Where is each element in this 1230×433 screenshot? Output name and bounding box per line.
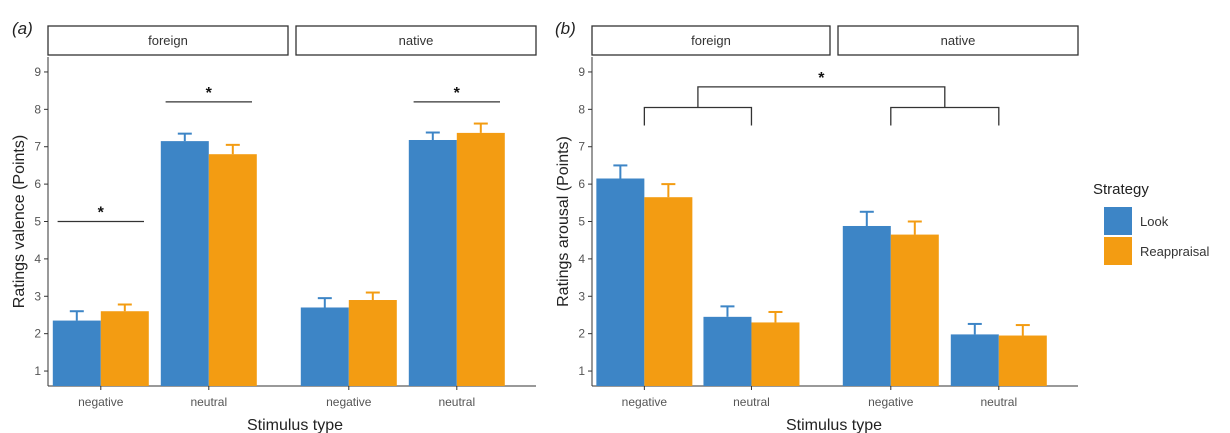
y-tick-label: 2: [34, 327, 41, 341]
bar-look: [842, 225, 891, 386]
y-tick-label: 6: [34, 177, 41, 191]
bar-reappraisal: [100, 311, 149, 386]
x-axis-title: Stimulus type: [786, 417, 882, 433]
facet-strip: [837, 25, 1079, 56]
y-tick-label: 3: [578, 289, 585, 303]
bar-reappraisal: [208, 154, 257, 386]
significance-bracket-outer: [697, 86, 946, 108]
bar-look: [703, 316, 752, 386]
bar-look: [408, 139, 457, 386]
y-tick-label: 2: [578, 327, 585, 341]
bar-reappraisal: [751, 322, 800, 386]
y-tick-label: 1: [578, 364, 585, 378]
legend-title: Strategy: [1093, 181, 1149, 198]
x-tick-label: neutral: [438, 395, 475, 409]
significance-marker: *: [206, 85, 213, 102]
facet-strip-label: native: [941, 33, 976, 48]
bar-reappraisal: [456, 132, 505, 386]
legend-swatch-look: [1104, 207, 1132, 235]
y-tick-label: 7: [34, 140, 41, 154]
y-tick-label: 5: [578, 215, 585, 229]
legend-label-reappraisal: Reappraisal: [1140, 244, 1209, 259]
x-tick-label: negative: [78, 395, 124, 409]
bar-reappraisal: [998, 335, 1047, 386]
x-tick-label: neutral: [733, 395, 770, 409]
y-tick-label: 3: [34, 289, 41, 303]
y-tick-label: 8: [578, 102, 585, 116]
bar-reappraisal: [644, 197, 693, 386]
bar-look: [160, 141, 209, 386]
y-tick-label: 9: [34, 65, 41, 79]
y-tick-label: 4: [578, 252, 585, 266]
facet-strip: [295, 25, 537, 56]
facet-strip: [47, 25, 289, 56]
x-tick-label: negative: [326, 395, 372, 409]
y-tick-label: 8: [34, 102, 41, 116]
y-axis-title: Ratings arousal (Points): [555, 136, 572, 307]
legend-swatch-reappraisal: [1104, 237, 1132, 265]
legend-label-look: Look: [1140, 214, 1169, 229]
x-tick-label: negative: [868, 395, 914, 409]
bar-look: [300, 307, 349, 386]
facet-strip: [591, 25, 831, 56]
bar-look: [596, 178, 645, 386]
significance-bracket: [890, 106, 1000, 126]
bar-reappraisal: [348, 300, 397, 386]
significance-marker: *: [98, 205, 105, 222]
y-tick-label: 6: [578, 177, 585, 191]
x-tick-label: neutral: [190, 395, 227, 409]
y-axis-title: Ratings valence (Points): [11, 135, 28, 308]
y-tick-label: 9: [578, 65, 585, 79]
y-tick-label: 5: [34, 215, 41, 229]
x-tick-label: neutral: [980, 395, 1017, 409]
panel-tag: (a): [12, 19, 33, 38]
significance-bracket: [643, 106, 753, 126]
significance-marker: *: [454, 85, 461, 102]
bar-look: [950, 334, 999, 386]
facet-strip-label: foreign: [148, 33, 188, 48]
y-tick-label: 4: [34, 252, 41, 266]
facet-strip-label: native: [399, 33, 434, 48]
x-tick-label: negative: [622, 395, 668, 409]
significance-marker: *: [818, 70, 825, 87]
legend: Strategy Look Reappraisal: [1093, 181, 1209, 265]
panel-b-arousal-chart: (b) 1 2 3 4 5 6 7 8 9 Ratings arousal (Points) Stim…: [555, 19, 1079, 433]
facet-strip-label: foreign: [691, 33, 731, 48]
bar-reappraisal: [890, 234, 939, 386]
y-tick-label: 1: [34, 364, 41, 378]
bar-look: [52, 320, 101, 386]
y-tick-label: 7: [578, 140, 585, 154]
x-axis-title: Stimulus type: [247, 417, 343, 433]
panel-a-valence-chart: (a) 1 2 3 4 5 6 7 8 9 Ratings valence (Points) Stim…: [11, 19, 537, 433]
panel-tag: (b): [555, 19, 576, 38]
